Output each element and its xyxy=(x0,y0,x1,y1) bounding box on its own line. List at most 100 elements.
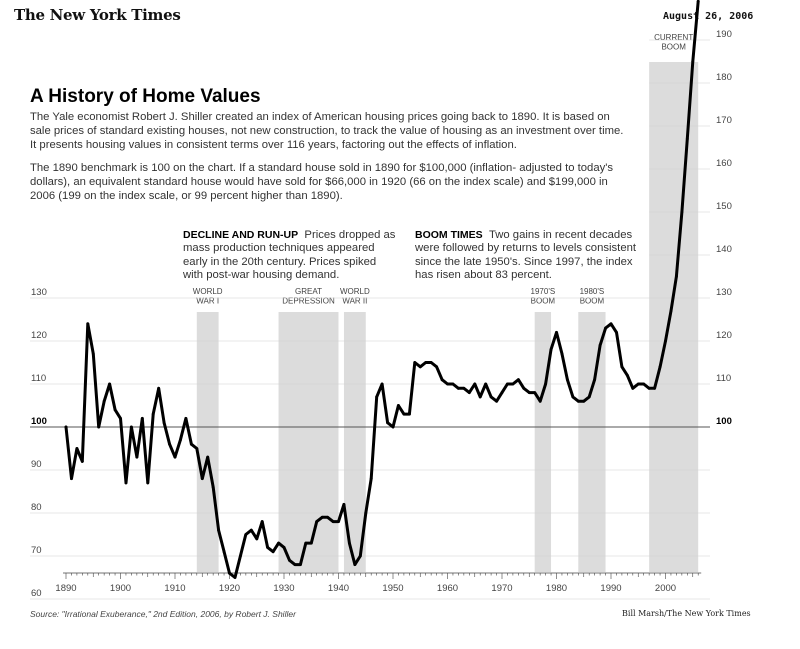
data-point xyxy=(244,533,248,536)
publication-date: August 26, 2006 xyxy=(663,11,754,22)
data-point xyxy=(184,417,188,420)
data-point xyxy=(168,442,171,446)
data-point xyxy=(593,378,597,382)
data-point xyxy=(631,386,635,390)
data-point xyxy=(282,546,286,549)
y-tick-label-left: 100 xyxy=(31,416,47,427)
data-point xyxy=(555,331,558,334)
data-point xyxy=(467,391,471,394)
data-point xyxy=(484,382,488,386)
data-point xyxy=(587,395,591,399)
data-point xyxy=(358,554,362,558)
data-point xyxy=(402,412,406,416)
data-point xyxy=(146,481,150,485)
event-band-label: BOOM xyxy=(531,297,556,306)
data-point xyxy=(500,391,504,394)
data-point xyxy=(293,563,297,566)
event-band-label: 1980'S xyxy=(580,287,605,296)
x-tick-label: 1950 xyxy=(382,583,403,594)
y-tick-label-right: 120 xyxy=(716,330,732,341)
event-band-label: WAR I xyxy=(196,297,219,306)
boom-heading: BOOM TIMES xyxy=(415,229,483,241)
data-point xyxy=(179,438,182,442)
data-point xyxy=(478,395,482,399)
y-tick-label-left: 90 xyxy=(31,459,42,470)
boom-line-1: Two gains in recent decades xyxy=(488,229,633,241)
data-point xyxy=(620,365,624,369)
data-point xyxy=(685,137,689,141)
data-point xyxy=(391,425,395,429)
data-point xyxy=(598,343,602,347)
data-point xyxy=(364,511,368,515)
data-point xyxy=(527,391,531,394)
y-tick-label-right: 180 xyxy=(716,72,732,83)
data-point xyxy=(162,421,166,425)
x-tick-label: 1940 xyxy=(328,583,349,594)
data-point xyxy=(309,541,313,545)
data-point xyxy=(669,309,673,313)
data-point xyxy=(266,546,270,549)
data-point xyxy=(108,382,111,386)
data-point xyxy=(397,404,400,407)
data-point xyxy=(260,520,264,523)
data-point xyxy=(675,275,678,278)
x-tick-label: 1910 xyxy=(164,583,185,594)
data-point xyxy=(70,477,73,480)
data-point xyxy=(522,386,526,390)
y-tick-label-right: 170 xyxy=(716,115,732,126)
source-note: Source: "Irrational Exuberance," 2nd Edi… xyxy=(30,609,296,619)
data-point xyxy=(86,322,90,326)
event-band xyxy=(649,62,699,572)
data-point xyxy=(380,382,384,386)
data-point xyxy=(80,460,84,463)
event-band xyxy=(343,312,366,572)
boom-line-4: has risen about 83 percent. xyxy=(415,269,552,282)
y-tick-label-right: 130 xyxy=(716,287,732,298)
data-point xyxy=(544,382,547,386)
intro-paragraph-1: The Yale economist Robert J. Shiller cre… xyxy=(30,111,624,152)
x-tick-label: 1970 xyxy=(491,583,512,594)
x-tick-label: 1960 xyxy=(437,583,458,594)
data-point xyxy=(75,447,79,450)
y-tick-label-right: 100 xyxy=(716,416,732,427)
data-point xyxy=(424,361,428,364)
data-point xyxy=(277,541,280,545)
boom-callout: BOOM TIMES Two gains in recent decades w… xyxy=(415,229,636,283)
x-tick-label: 1990 xyxy=(600,583,621,594)
boom-line-2: were followed by returns to levels consi… xyxy=(415,242,637,255)
page-title: A History of Home Values xyxy=(30,86,261,107)
decline-line-1: Prices dropped as xyxy=(304,229,396,241)
data-point xyxy=(249,528,253,532)
event-band xyxy=(578,312,606,572)
event-band xyxy=(534,312,552,572)
data-point xyxy=(342,503,346,506)
intro-paragraph-2: The 1890 benchmark is 100 on the chart. … xyxy=(30,161,614,203)
x-tick-label: 1890 xyxy=(55,583,76,594)
y-tick-label-right: 150 xyxy=(716,201,732,212)
data-point xyxy=(255,537,259,541)
y-tick-label-left: 80 xyxy=(31,502,42,513)
data-point xyxy=(173,455,177,459)
y-tick-label-right: 140 xyxy=(716,244,732,255)
event-band-label: GREAT xyxy=(295,287,322,296)
data-point xyxy=(647,386,651,390)
data-point xyxy=(151,412,155,416)
x-tick-label: 1930 xyxy=(273,583,294,594)
data-point xyxy=(222,550,226,554)
data-point xyxy=(113,408,117,412)
data-point xyxy=(369,477,373,480)
data-point xyxy=(326,515,329,519)
event-band-label: BOOM xyxy=(580,297,605,306)
data-point xyxy=(91,352,95,356)
boom-line-3: since the late 1950's. Since 1997, the i… xyxy=(415,255,633,268)
data-point xyxy=(576,399,580,403)
data-point xyxy=(429,361,433,364)
y-tick-label-left: 70 xyxy=(31,545,42,556)
data-point xyxy=(407,412,411,416)
event-band-label: WORLD xyxy=(340,287,370,296)
data-point xyxy=(604,326,607,330)
data-point xyxy=(533,391,537,394)
data-point xyxy=(135,455,139,459)
data-point xyxy=(233,576,237,579)
event-band-label: WAR II xyxy=(342,297,367,306)
